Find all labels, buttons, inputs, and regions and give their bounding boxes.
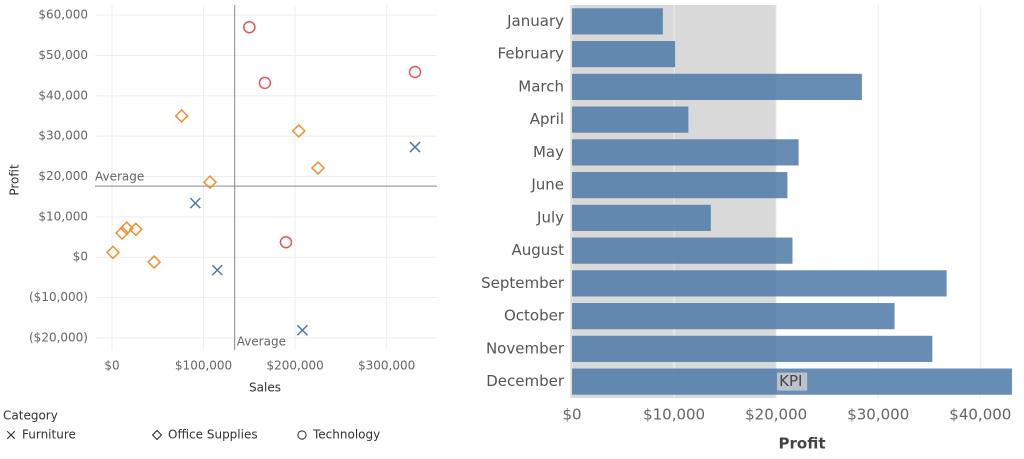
point <box>408 65 422 79</box>
legend-marker <box>6 430 16 440</box>
legend-title: Category <box>3 409 58 423</box>
x-tick-label: $200,000 <box>266 359 323 373</box>
bar <box>572 237 793 264</box>
y-tick-label: $20,000 <box>38 169 88 183</box>
category-label: January <box>506 12 564 30</box>
legend-marker <box>151 429 163 441</box>
y-axis-title: Profit <box>8 164 22 196</box>
y-tick-label: $50,000 <box>38 48 88 62</box>
category-label: March <box>518 77 564 95</box>
category-label: September <box>481 274 565 292</box>
legend-label: Furniture <box>22 428 76 442</box>
category-label: April <box>530 110 564 128</box>
bar <box>572 204 711 231</box>
x-tick-label: $40,000 <box>949 406 1011 424</box>
category-label: October <box>504 307 565 325</box>
y-tick-label: $30,000 <box>38 129 88 143</box>
x-tick-label: $30,000 <box>847 406 909 424</box>
category-label: July <box>536 208 564 226</box>
legend-label: Office Supplies <box>168 428 258 442</box>
y-tick-label: $10,000 <box>38 209 88 223</box>
point <box>105 245 121 260</box>
y-tick-label: $0 <box>73 250 88 264</box>
point <box>211 264 223 276</box>
category-label: February <box>498 45 565 63</box>
x-tick-label: $0 <box>104 359 119 373</box>
category-label: December <box>486 372 565 390</box>
legend-marker <box>297 430 307 440</box>
x-tick-label: $0 <box>562 406 581 424</box>
point <box>202 175 218 190</box>
category-label: August <box>512 241 565 259</box>
bar <box>572 41 676 68</box>
bar <box>572 106 689 133</box>
legend-label: Technology <box>312 428 380 442</box>
bar <box>572 303 895 330</box>
point <box>147 254 162 270</box>
x-tick-label: $100,000 <box>175 359 232 373</box>
y-tick-label: ($20,000) <box>29 330 88 344</box>
bar <box>572 73 862 100</box>
category-label: May <box>533 143 564 161</box>
x-tick-label: $20,000 <box>745 406 807 424</box>
point <box>258 76 272 90</box>
band-label: KPI <box>779 372 802 390</box>
point <box>128 222 143 237</box>
bar <box>572 335 933 362</box>
point <box>310 160 326 176</box>
reference-label: Average <box>237 335 286 349</box>
x-axis-title: Sales <box>249 381 281 395</box>
category-label: November <box>486 339 565 357</box>
band-label-bg <box>777 372 808 391</box>
y-tick-label: ($10,000) <box>29 290 88 304</box>
point <box>409 141 421 153</box>
point <box>296 324 308 336</box>
bar <box>572 139 799 166</box>
point <box>189 197 201 209</box>
bar <box>572 172 788 199</box>
point <box>115 225 130 241</box>
x-axis-title: Profit <box>779 435 826 453</box>
point <box>291 123 306 138</box>
y-tick-label: $40,000 <box>38 88 88 102</box>
bar <box>572 8 663 35</box>
point <box>243 20 256 34</box>
x-tick-label: $300,000 <box>358 359 415 373</box>
point <box>174 108 189 124</box>
point <box>279 236 293 249</box>
y-tick-label: $60,000 <box>38 8 88 22</box>
reference-label: Average <box>95 170 144 184</box>
bar <box>572 270 947 297</box>
category-label: June <box>530 176 564 194</box>
point <box>119 221 134 236</box>
x-tick-label: $10,000 <box>643 406 705 424</box>
